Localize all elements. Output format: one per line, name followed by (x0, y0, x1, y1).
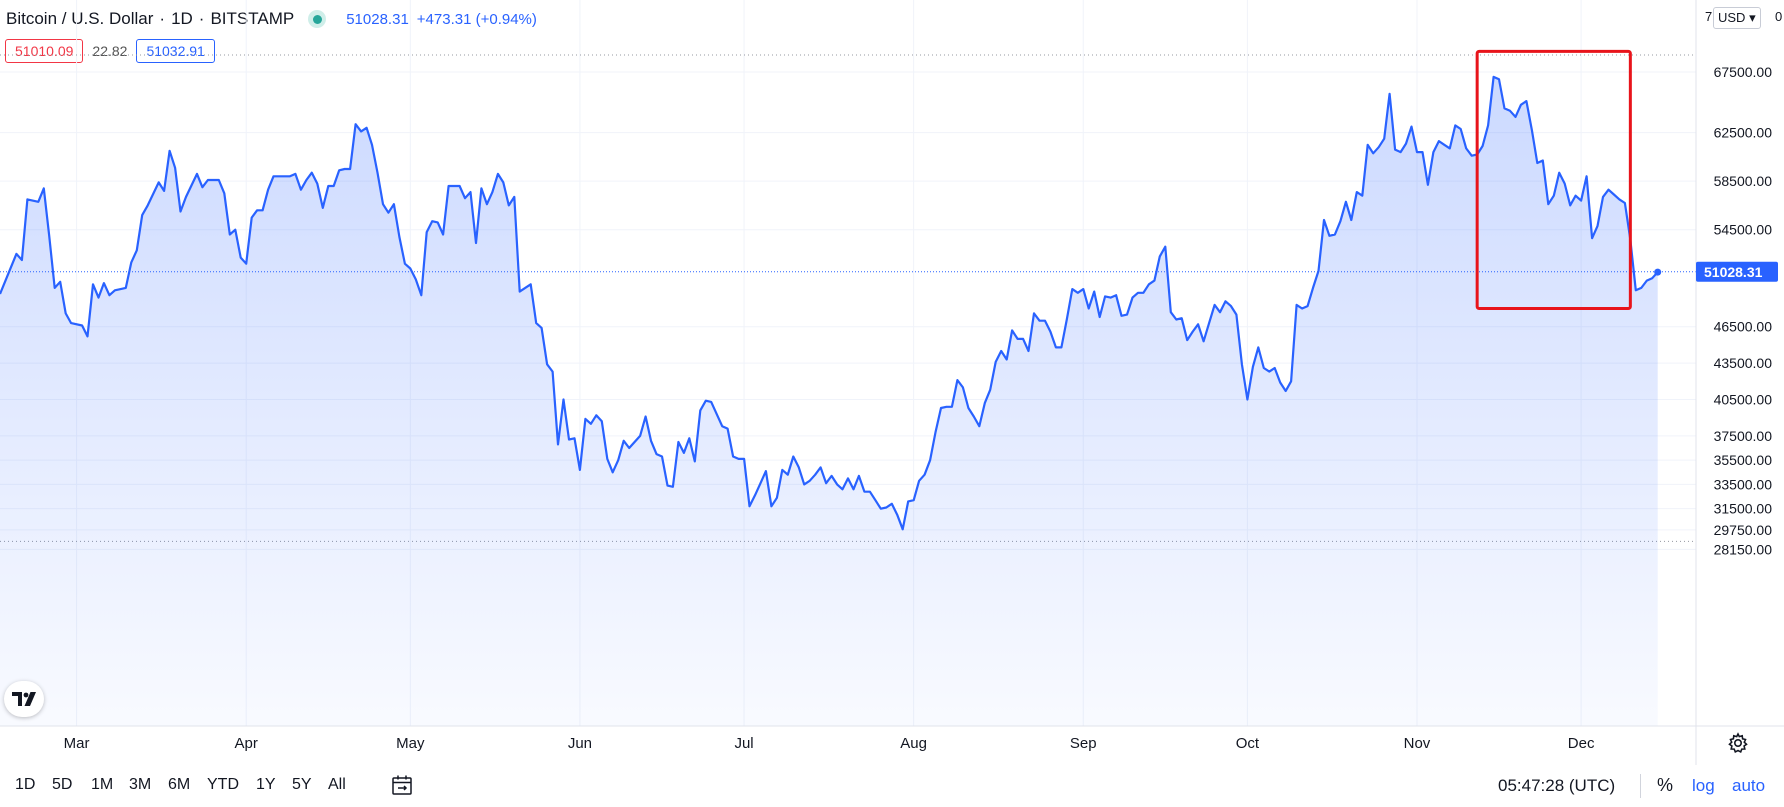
calendar-range-icon[interactable] (390, 773, 414, 797)
bottom-toolbar: 1D 5D 1M 3M 6M YTD 1Y 5Y All 05:47:28 (U… (0, 768, 1784, 802)
currency-label: USD (1718, 10, 1746, 25)
current-price: 51028.31 (346, 10, 409, 28)
percent-scale-button[interactable]: % (1657, 775, 1674, 795)
time-axis-tick-label: Oct (1236, 735, 1260, 752)
highlight-box (1475, 49, 1632, 311)
time-axis-tick-label: May (396, 735, 425, 752)
price-line (0, 75, 1659, 531)
price-axis-tick-label: 35500.00 (1714, 452, 1773, 468)
interval-label[interactable]: 1D (171, 9, 193, 28)
auto-scale-button[interactable]: auto (1732, 776, 1766, 795)
price-axis[interactable]: 67500.00 62500.00 58500.00 54500.00 46500.00… (1714, 64, 1773, 557)
time-axis[interactable]: Mar Apr May Jun Jul Aug Sep Oct Nov Dec (64, 735, 1595, 752)
currency-selector[interactable]: USD ▾ (1713, 7, 1761, 29)
price-axis-tick-label: 31500.00 (1714, 501, 1773, 517)
price-axis-tick-label: 54500.00 (1714, 222, 1773, 238)
bid-ask-row: 51010.09 22.82 51032.91 (5, 39, 215, 63)
time-axis-tick-label: Mar (64, 735, 90, 752)
time-axis-tick-label: Apr (235, 735, 258, 752)
range-5y-button[interactable]: 5Y (292, 776, 312, 793)
tradingview-logo-glyph (12, 692, 36, 706)
price-chart[interactable]: 67500.00 62500.00 58500.00 54500.00 46500.00… (0, 0, 1784, 765)
market-status-dot (312, 14, 322, 24)
market-status-icon[interactable] (308, 10, 327, 28)
price-axis-tick-label: 46500.00 (1714, 319, 1773, 335)
range-5d-button[interactable]: 5D (52, 776, 73, 793)
range-1m-button[interactable]: 1M (91, 776, 114, 793)
price-area-fill (0, 76, 1658, 726)
price-axis-tick-label: 62500.00 (1714, 125, 1773, 141)
time-axis-tick-label: Aug (900, 735, 927, 752)
price-axis-tick-label: 29750.00 (1714, 522, 1773, 538)
price-change: +473.31 (+0.94%) (416, 10, 537, 28)
price-axis-tick-label: 58500.00 (1714, 173, 1773, 189)
separator: · (198, 9, 205, 28)
tradingview-logo-icon[interactable] (4, 681, 44, 717)
symbol-title[interactable]: Bitcoin / U.S. Dollar (6, 9, 154, 28)
time-axis-tick-label: Dec (1568, 735, 1595, 752)
price-axis-tick-label: 37500.00 (1714, 428, 1773, 444)
price-axis-tick-label: 40500.00 (1714, 392, 1773, 408)
price-axis-tick-label: 28150.00 (1714, 541, 1773, 557)
time-axis-tick-label: Jun (568, 735, 592, 752)
toolbar-divider (1640, 774, 1641, 798)
range-ytd-button[interactable]: YTD (207, 776, 239, 793)
time-axis-tick-label: Sep (1070, 735, 1097, 752)
range-3m-button[interactable]: 3M (129, 776, 152, 793)
range-all-button[interactable]: All (328, 776, 346, 793)
separator: · (159, 9, 166, 28)
log-scale-button[interactable]: log (1692, 776, 1715, 795)
spread-value: 22.82 (92, 43, 128, 59)
last-price-badge: 51028.31 (1696, 261, 1778, 282)
range-1y-button[interactable]: 1Y (256, 776, 276, 793)
last-price-dot (1654, 268, 1662, 276)
chart-header: Bitcoin / U.S. Dollar · 1D · BITSTAMP 51… (6, 8, 537, 30)
gear-icon[interactable] (1726, 731, 1750, 755)
time-axis-tick-label: Nov (1404, 735, 1431, 752)
range-1d-button[interactable]: 1D (15, 776, 36, 793)
price-axis-tick-label: 43500.00 (1714, 355, 1773, 371)
last-price-label: 51028.31 (1704, 264, 1763, 280)
utc-clock[interactable]: 05:47:28 (UTC) (1498, 776, 1616, 795)
axis-edge-right-label: 0 (1775, 9, 1783, 24)
buy-price-button[interactable]: 51032.91 (136, 39, 215, 63)
axis-edge-left-label: 7 (1705, 9, 1713, 24)
chevron-down-icon: ▾ (1745, 10, 1756, 25)
price-axis-tick-label: 67500.00 (1714, 64, 1773, 80)
last-price-badge-bg (1696, 261, 1778, 282)
sell-price-button[interactable]: 51010.09 (5, 39, 84, 63)
range-6m-button[interactable]: 6M (168, 776, 191, 793)
time-axis-tick-label: Jul (734, 735, 753, 752)
exchange-label: BITSTAMP (210, 9, 295, 28)
price-axis-tick-label: 33500.00 (1714, 476, 1773, 492)
